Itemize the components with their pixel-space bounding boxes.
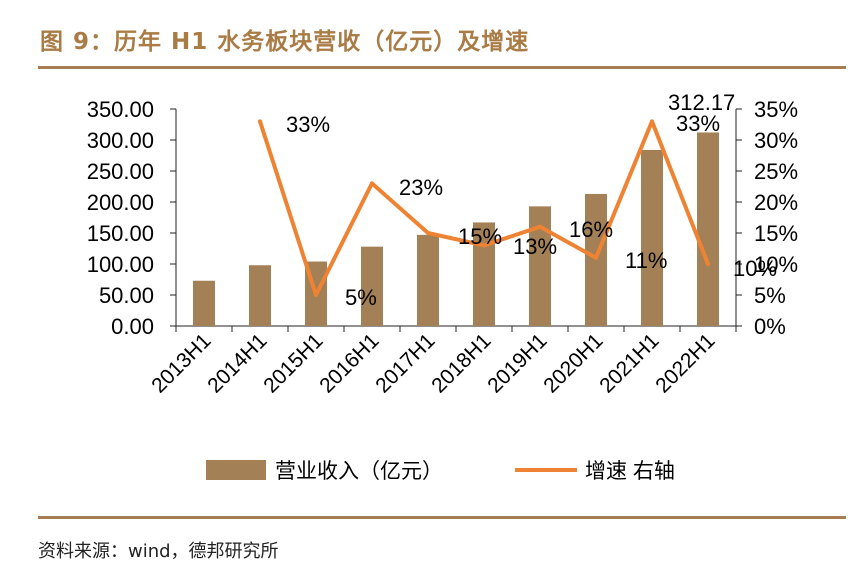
growth-data-label: 33% xyxy=(676,111,720,136)
figure-title: 图 9：历年 H1 水务板块营收（亿元）及增速 xyxy=(40,29,530,55)
x-tick-label: 2018H1 xyxy=(427,329,495,397)
x-tick-label: 2019H1 xyxy=(483,329,551,397)
right-tick-label: 15% xyxy=(754,221,798,246)
left-tick-label: 300.00 xyxy=(87,128,154,153)
revenue-bar xyxy=(417,234,439,326)
source-note: 资料来源：wind，德邦研究所 xyxy=(38,541,279,562)
growth-point xyxy=(538,224,542,229)
x-tick-labels: 2013H12014H12015H12016H12017H12018H12019… xyxy=(147,329,719,397)
right-tick-label: 0% xyxy=(754,314,786,339)
legend: 营业收入（亿元） 增速 右轴 xyxy=(206,460,675,483)
revenue-bar xyxy=(529,206,551,326)
top-rule xyxy=(38,66,846,69)
chart-axes: 0.00 50.00 100.00 150.00 200.00 250.00 300.00 3… xyxy=(87,97,798,339)
left-tick-label: 200.00 xyxy=(87,190,154,215)
left-tick-label: 150.00 xyxy=(87,221,154,246)
growth-data-label: 10% xyxy=(733,256,777,281)
x-tick-label: 2021H1 xyxy=(595,329,663,397)
growth-data-label: 33% xyxy=(286,112,330,137)
revenue-bar xyxy=(697,132,719,326)
x-tick-label: 2020H1 xyxy=(539,329,607,397)
left-tick-label: 0.00 xyxy=(111,314,154,339)
right-tick-label: 35% xyxy=(754,97,798,122)
x-tick-label: 2016H1 xyxy=(315,329,383,397)
bar-series xyxy=(193,132,719,326)
growth-point xyxy=(482,243,486,248)
right-tick-label: 20% xyxy=(754,190,798,215)
growth-data-label: 5% xyxy=(345,285,377,310)
x-tick-label: 2014H1 xyxy=(203,329,271,397)
right-tick-label: 25% xyxy=(754,159,798,184)
bottom-rule xyxy=(38,516,846,519)
revenue-bar xyxy=(361,246,383,326)
growth-data-label: 23% xyxy=(399,175,443,200)
revenue-bar xyxy=(641,149,663,326)
growth-point xyxy=(370,181,374,186)
revenue-bar xyxy=(193,280,215,326)
growth-point xyxy=(650,119,654,124)
data-labels: 33% 5% 23% 15% 13% 16% 11% 33% 10% 312.17 xyxy=(286,90,777,310)
growth-point xyxy=(594,255,598,260)
revenue-bar xyxy=(585,193,607,326)
left-tick-label: 350.00 xyxy=(87,97,154,122)
left-tick-label: 250.00 xyxy=(87,159,154,184)
growth-point xyxy=(426,231,430,235)
x-tick-label: 2015H1 xyxy=(259,329,327,397)
x-tick-label: 2013H1 xyxy=(147,329,215,397)
line-series xyxy=(258,119,710,297)
legend-bar-label: 营业收入（亿元） xyxy=(275,460,443,483)
growth-point xyxy=(314,293,318,297)
x-tick-label: 2017H1 xyxy=(371,329,439,397)
right-tick-label: 5% xyxy=(754,283,786,308)
growth-data-label: 11% xyxy=(625,248,667,273)
revenue-bar xyxy=(249,265,271,326)
growth-data-label: 15% xyxy=(458,224,502,249)
growth-data-label: 13% xyxy=(513,234,557,259)
left-tick-label: 50.00 xyxy=(99,283,154,308)
left-tick-label: 100.00 xyxy=(87,252,154,277)
growth-point xyxy=(706,262,710,266)
bar-data-label: 312.17 xyxy=(668,90,735,115)
legend-line-label: 增速 右轴 xyxy=(585,460,675,483)
x-tick-label: 2022H1 xyxy=(651,329,719,397)
revenue-bar xyxy=(473,222,495,326)
growth-data-label: 16% xyxy=(569,217,613,242)
legend-bar-swatch xyxy=(206,460,266,480)
right-tick-label: 10% xyxy=(754,252,798,277)
growth-point xyxy=(258,119,262,124)
right-tick-label: 30% xyxy=(754,128,798,153)
